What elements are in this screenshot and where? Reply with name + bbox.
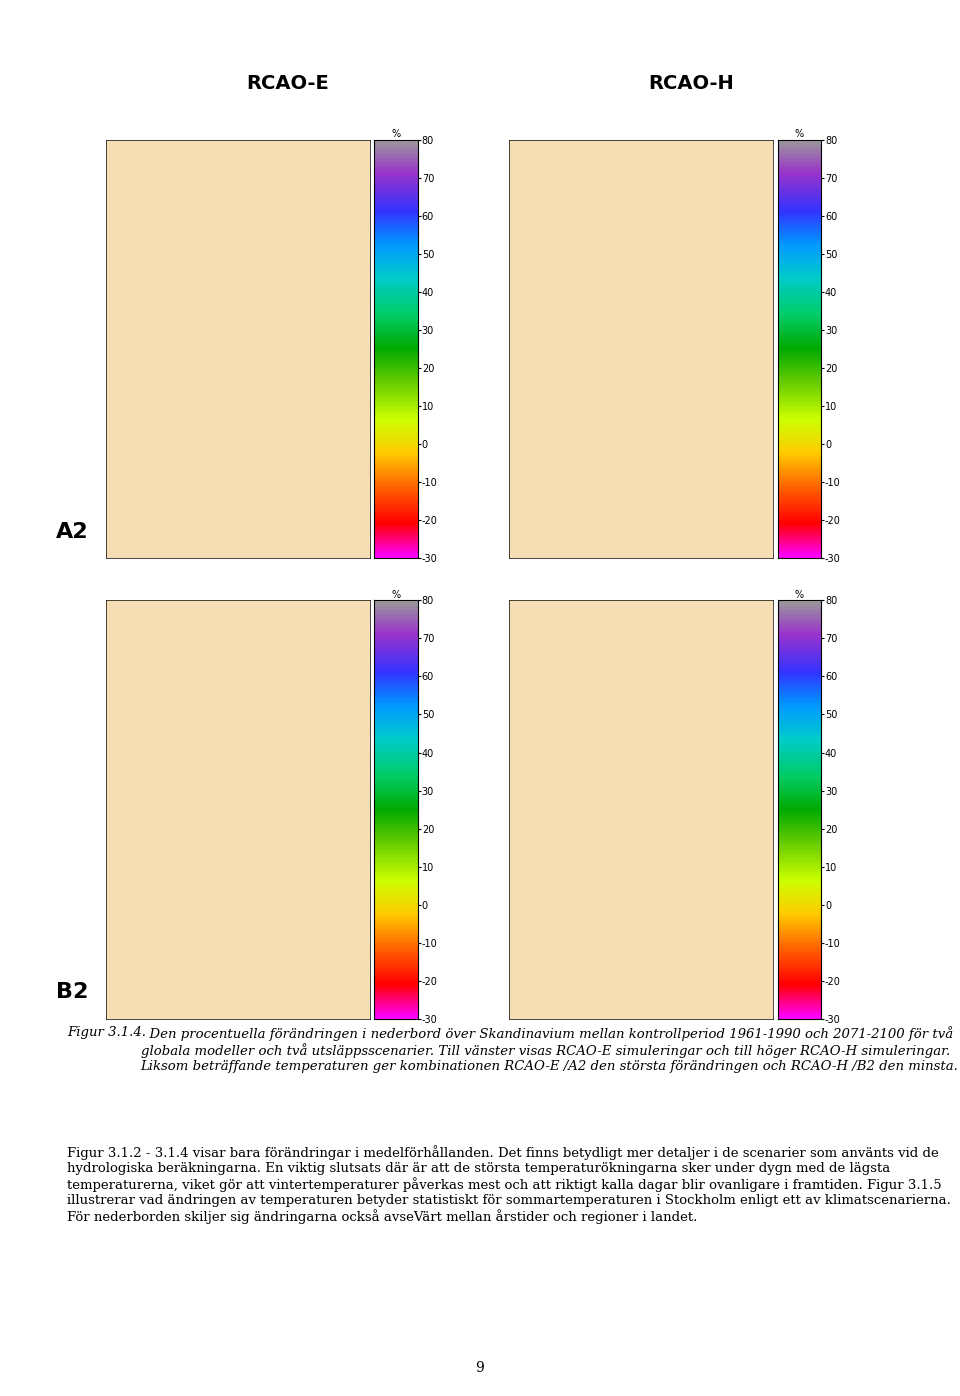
Text: RCAO-E: RCAO-E <box>247 74 329 94</box>
Title: %: % <box>392 128 400 138</box>
Text: 9: 9 <box>475 1361 485 1375</box>
Text: Figur 3.1.2 - 3.1.4 visar bara förändringar i medelförhållanden. Det finns betyd: Figur 3.1.2 - 3.1.4 visar bara förändrin… <box>67 1145 951 1224</box>
Title: %: % <box>392 589 400 599</box>
Text: A2: A2 <box>56 522 88 542</box>
Text: B2: B2 <box>56 983 88 1002</box>
Text: Den procentuella förändringen i nederbord över Skandinavium mellan kontrollperio: Den procentuella förändringen i nederbor… <box>140 1026 958 1074</box>
Text: Figur 3.1.4.: Figur 3.1.4. <box>67 1026 146 1039</box>
Text: RCAO-H: RCAO-H <box>648 74 734 94</box>
Title: %: % <box>795 589 804 599</box>
Title: %: % <box>795 128 804 138</box>
